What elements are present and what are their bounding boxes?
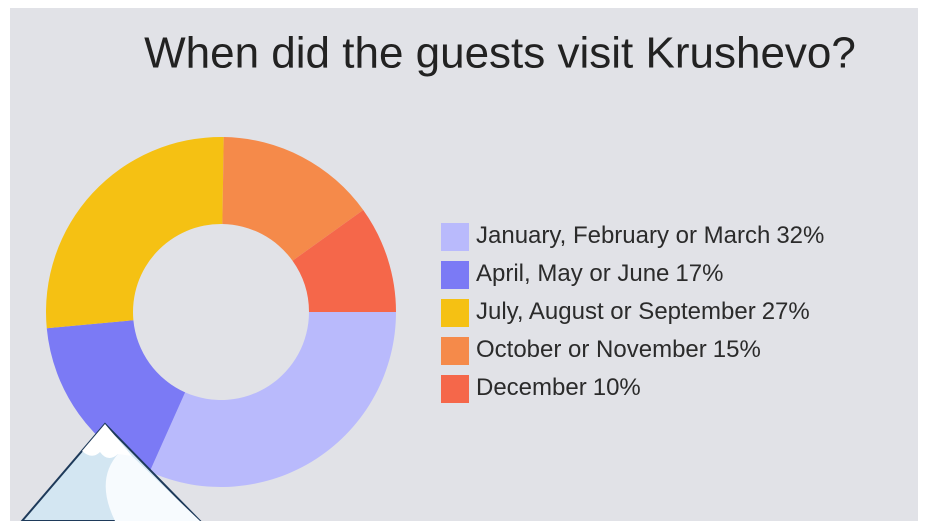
legend-name: December xyxy=(476,374,587,401)
legend-value: 17% xyxy=(675,260,723,287)
legend-name: January, February or March xyxy=(476,222,770,249)
legend-value: 10% xyxy=(593,374,641,401)
donut-segment xyxy=(46,320,186,472)
donut-segment xyxy=(149,312,396,487)
legend-swatch xyxy=(441,337,469,365)
legend-value: 27% xyxy=(762,298,810,325)
legend-label: January, February or March 32% xyxy=(476,222,824,249)
legend-label: October or November 15% xyxy=(476,336,761,363)
legend-label: April, May or June 17% xyxy=(476,260,723,287)
legend-swatch xyxy=(441,375,469,403)
legend-name: April, May or June xyxy=(476,260,669,287)
donut-segment xyxy=(46,136,224,329)
legend-value: 15% xyxy=(713,336,761,363)
donut-segment xyxy=(222,137,364,261)
donut xyxy=(46,136,396,487)
donut-segment xyxy=(292,210,396,312)
legend-swatch xyxy=(441,261,469,289)
legend: January, February or March 32% April, May … xyxy=(441,222,824,403)
legend-value: 32% xyxy=(776,222,824,249)
legend-label: July, August or September 27% xyxy=(476,298,810,325)
legend-label: December 10% xyxy=(476,374,641,401)
mountain-illustration xyxy=(20,422,202,521)
legend-name: October or November xyxy=(476,336,707,363)
chart-title: When did the guests visit Krushevo? xyxy=(144,29,856,78)
legend-name: July, August or September xyxy=(476,298,756,325)
legend-swatch xyxy=(441,299,469,327)
legend-swatch xyxy=(441,223,469,251)
